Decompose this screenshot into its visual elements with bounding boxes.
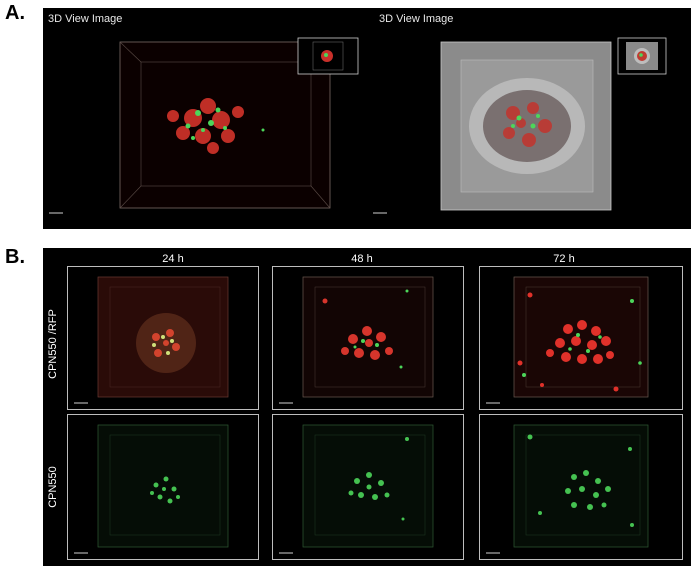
- column-label-24h: 24 h: [162, 253, 184, 265]
- tile-cpn550-72h: [479, 414, 683, 560]
- column-label-72h: 72 h: [553, 253, 575, 265]
- panel-b-image: 24 h 48 h 72 h CPN550 /RFP CPN550: [43, 248, 691, 566]
- panel-a-left-inset: [297, 37, 359, 75]
- row-label-cpn550-rfp: CPN550 /RFP: [47, 309, 59, 379]
- tile-cpn550-24h: [67, 414, 259, 560]
- column-label-48h: 48 h: [351, 253, 373, 265]
- panel-a-left-title: 3D View Image: [48, 13, 123, 25]
- panel-a-image: 3D View Image 3D View Image: [43, 8, 691, 229]
- tile-cpn550-48h: [272, 414, 464, 560]
- row-label-cpn550: CPN550: [47, 466, 59, 508]
- tile-rfp-72h: [479, 266, 683, 410]
- panel-a-right-inset: [617, 37, 667, 75]
- panel-a-letter: A.: [5, 2, 25, 24]
- tile-rfp-48h: [272, 266, 464, 410]
- panel-a-right-volume: [373, 41, 612, 214]
- panel-a-right-title: 3D View Image: [379, 13, 454, 25]
- panel-a-left-volume: [49, 41, 331, 214]
- panel-b-letter: B.: [5, 246, 25, 268]
- tile-rfp-24h: [67, 266, 259, 410]
